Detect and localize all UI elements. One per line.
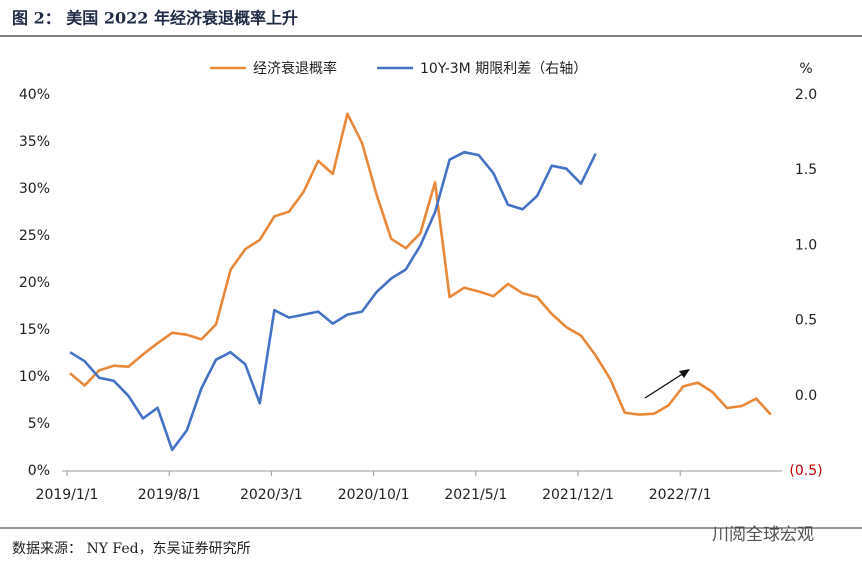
y-tick-label: 35% (19, 134, 50, 150)
x-tick-label: 2021/5/1 (444, 487, 507, 503)
x-tick-label: 2020/3/1 (240, 487, 303, 503)
legend-label: 10Y-3M 期限利差（右轴） (420, 61, 587, 77)
series-line (69, 150, 597, 452)
y-tick-label: 5% (28, 416, 50, 432)
chart-title: 图 2： 美国 2022 年经济衰退概率上升 (12, 9, 298, 28)
source: 数据来源： NY Fed，东吴证券研究所 (12, 541, 251, 557)
y2-tick-label: 1.0 (795, 237, 817, 253)
y2-tick-label: (0.5) (789, 463, 822, 479)
y-tick-label: 15% (19, 322, 50, 338)
series-line (69, 112, 772, 416)
y2-tick-label: 0.0 (795, 388, 817, 404)
watermark: 川阅全球宏观 (712, 525, 814, 545)
x-tick-label: 2021/12/1 (542, 487, 614, 503)
y-tick-label: 0% (28, 463, 50, 479)
annotation-arrowhead (679, 369, 690, 378)
y2-tick-label: 0.5 (795, 313, 817, 329)
x-tick-label: 2019/1/1 (36, 487, 99, 503)
y-tick-label: 40% (19, 87, 50, 103)
y-tick-label: 10% (19, 369, 50, 385)
y-tick-label: 20% (19, 275, 50, 291)
y-tick-label: 30% (19, 181, 50, 197)
x-tick-label: 2022/7/1 (649, 487, 712, 503)
legend-label: 经济衰退概率 (253, 60, 337, 77)
x-tick-label: 2019/8/1 (138, 487, 201, 503)
y-tick-label: 25% (19, 228, 50, 244)
x-tick-label: 2020/10/1 (338, 487, 410, 503)
y2-unit: % (799, 61, 812, 77)
annotation-arrow (644, 372, 685, 399)
y2-tick-label: 2.0 (795, 87, 817, 103)
y2-tick-label: 1.5 (795, 162, 817, 178)
